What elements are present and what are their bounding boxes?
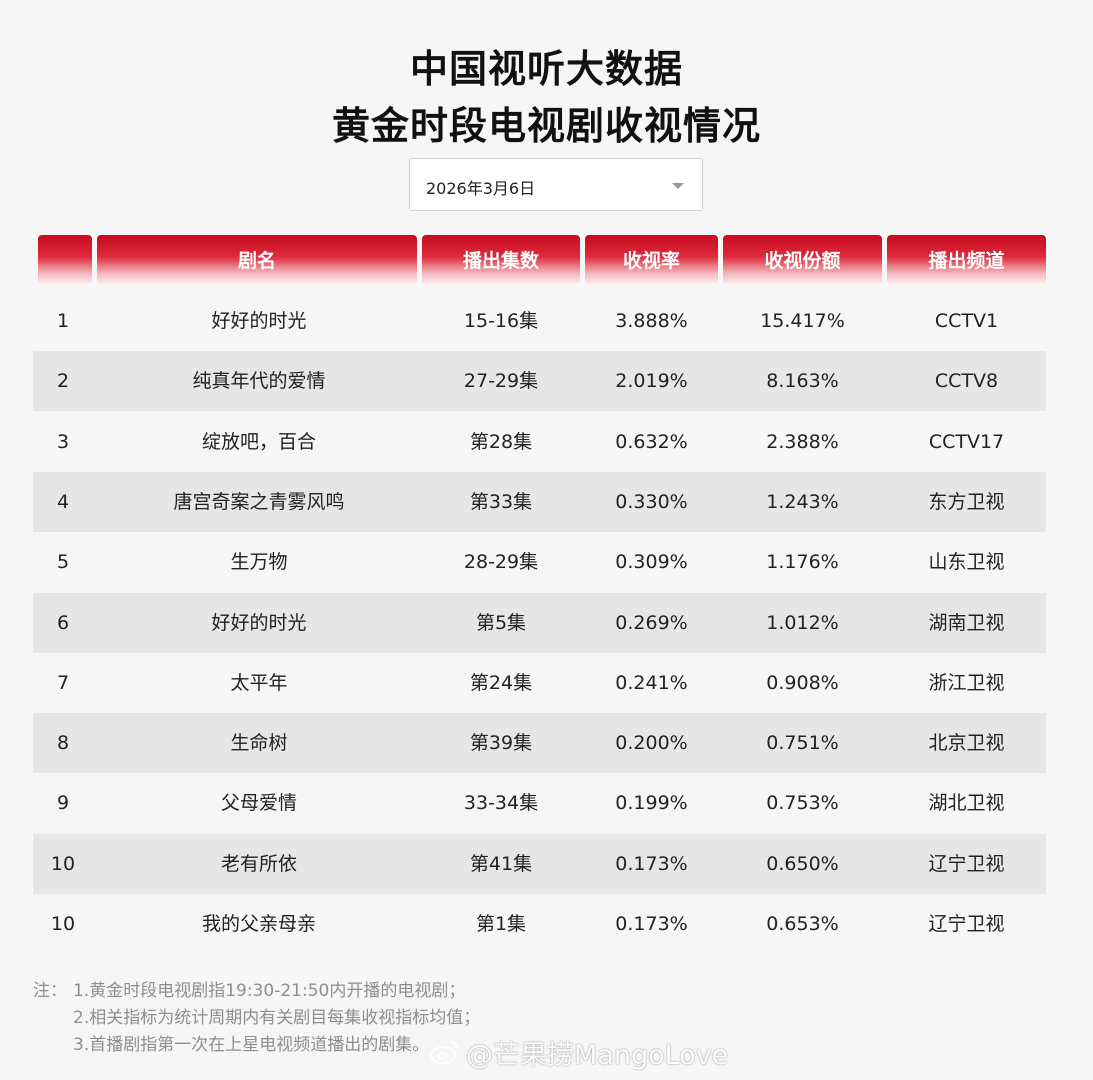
row-rank: 2: [56, 370, 70, 393]
row-rating: 0.632%: [615, 430, 688, 453]
row-rank: 6: [56, 611, 70, 634]
header-share: 收视份额: [723, 235, 882, 283]
table-row: 6 好好的时光 第5集 0.269% 1.012% 湖南卫视: [33, 592, 1046, 653]
row-channel: 辽宁卫视: [928, 852, 1005, 875]
row-rating: 0.241%: [615, 671, 688, 694]
row-rating: 2.019%: [615, 370, 688, 393]
row-drama-name: 生万物: [230, 551, 288, 574]
row-episodes: 第5集: [475, 611, 527, 634]
row-channel: CCTV8: [934, 370, 999, 393]
header-channel: 播出频道: [887, 235, 1046, 283]
footnote-3: 3.首播剧指第一次在上星电视频道播出的剧集。: [73, 1035, 430, 1055]
row-channel: 湖北卫视: [928, 792, 1005, 815]
row-share: 0.650%: [766, 852, 839, 875]
row-drama-name: 老有所依: [220, 852, 297, 875]
row-rating: 3.888%: [615, 310, 688, 332]
row-channel: CCTV17: [928, 430, 1005, 453]
row-share: 8.163%: [766, 370, 839, 393]
row-rank: 9: [56, 792, 70, 815]
header-rating: 收视率: [585, 235, 718, 283]
row-rating: 0.330%: [615, 490, 688, 513]
row-share: 15.417%: [760, 310, 845, 332]
row-rank: 8: [56, 732, 70, 755]
table-row: 4 唐宫奇案之青雾风鸣 第33集 0.330% 1.243% 东方卫视: [33, 471, 1046, 532]
table-row: 7 太平年 第24集 0.241% 0.908% 浙江卫视: [33, 653, 1046, 713]
header-rank: [38, 235, 92, 283]
footnote-prefix: 注：: [33, 981, 67, 1001]
row-episodes: 第24集: [469, 671, 533, 694]
row-share: 1.176%: [766, 551, 839, 574]
row-drama-name: 父母爱情: [220, 792, 297, 815]
row-share: 1.012%: [766, 611, 839, 634]
row-rating: 0.199%: [615, 792, 688, 815]
row-episodes: 33-34集: [463, 792, 539, 815]
table-row: 9 父母爱情 33-34集 0.199% 0.753% 湖北卫视: [33, 773, 1046, 833]
row-share: 0.653%: [766, 913, 839, 935]
watermark-text: @芒果捞MangoLove: [466, 1039, 729, 1071]
row-episodes: 第1集: [475, 913, 527, 935]
row-rank: 7: [56, 671, 70, 694]
row-rating: 0.173%: [615, 852, 688, 875]
row-episodes: 15-16集: [463, 310, 539, 332]
row-drama-name: 我的父亲母亲: [201, 913, 316, 935]
row-channel: 浙江卫视: [928, 671, 1005, 694]
row-share: 0.751%: [766, 732, 839, 755]
table-row: 3 绽放吧，百合 第28集 0.632% 2.388% CCTV17: [33, 412, 1046, 472]
header-name: 剧名: [97, 235, 417, 283]
page-subtitle: 黄金时段电视剧收视情况: [331, 104, 761, 148]
row-channel: 辽宁卫视: [928, 913, 1005, 935]
watermark: @芒果捞MangoLove: [430, 1032, 728, 1072]
row-rank: 10: [50, 852, 76, 875]
row-share: 0.908%: [766, 671, 839, 694]
row-drama-name: 绽放吧，百合: [201, 430, 316, 453]
row-rank: 4: [56, 490, 70, 513]
footnote-1: 1.黄金时段电视剧指19:30-21:50内开播的电视剧；: [73, 981, 466, 1001]
chevron-down-icon: [672, 183, 684, 189]
row-episodes: 第28集: [469, 430, 533, 453]
row-rank: 10: [50, 913, 76, 935]
row-drama-name: 好好的时光: [211, 611, 307, 634]
date-select[interactable]: 2026年3月6日: [409, 158, 703, 211]
row-rank: 3: [56, 430, 70, 453]
row-rating: 0.173%: [615, 913, 688, 935]
row-channel: 山东卫视: [928, 551, 1005, 574]
row-episodes: 第39集: [469, 732, 533, 755]
footnote-2: 2.相关指标为统计周期内有关剧目每集收视指标均值；: [73, 1008, 481, 1028]
row-channel: 湖南卫视: [928, 611, 1005, 634]
row-episodes: 28-29集: [463, 551, 539, 574]
row-drama-name: 唐宫奇案之青雾风鸣: [173, 490, 345, 513]
row-drama-name: 生命树: [230, 732, 288, 755]
weibo-icon: [430, 1041, 458, 1064]
table-row: 10 我的父亲母亲 第1集 0.173% 0.653% 辽宁卫视: [33, 894, 1046, 954]
table-row: 2 纯真年代的爱情 27-29集 2.019% 8.163% CCTV8: [33, 351, 1046, 412]
table-row: 8 生命树 第39集 0.200% 0.751% 北京卫视: [33, 713, 1046, 774]
row-rating: 0.200%: [615, 732, 688, 755]
table-row: 10 老有所依 第41集 0.173% 0.650% 辽宁卫视: [33, 833, 1046, 894]
row-rank: 5: [56, 551, 70, 574]
row-drama-name: 纯真年代的爱情: [192, 370, 326, 393]
row-drama-name: 太平年: [230, 671, 288, 694]
row-share: 0.753%: [766, 792, 839, 815]
page-title: 中国视听大数据: [409, 47, 683, 91]
row-channel: CCTV1: [934, 310, 999, 332]
row-channel: 北京卫视: [928, 732, 1005, 755]
row-channel: 东方卫视: [928, 490, 1005, 513]
table-row: 1 好好的时光 15-16集 3.888% 15.417% CCTV1: [33, 291, 1046, 351]
row-rating: 0.269%: [615, 611, 688, 634]
row-share: 1.243%: [766, 490, 839, 513]
row-episodes: 27-29集: [463, 370, 539, 393]
date-select-value: 2026年3月6日: [426, 179, 536, 198]
row-rating: 0.309%: [615, 551, 688, 574]
header-episodes: 播出集数: [422, 235, 580, 283]
table-row: 5 生万物 28-29集 0.309% 1.176% 山东卫视: [33, 532, 1046, 592]
row-episodes: 第41集: [469, 852, 533, 875]
row-drama-name: 好好的时光: [211, 310, 307, 332]
row-share: 2.388%: [766, 430, 839, 453]
row-rank: 1: [56, 310, 70, 332]
row-episodes: 第33集: [469, 490, 533, 513]
